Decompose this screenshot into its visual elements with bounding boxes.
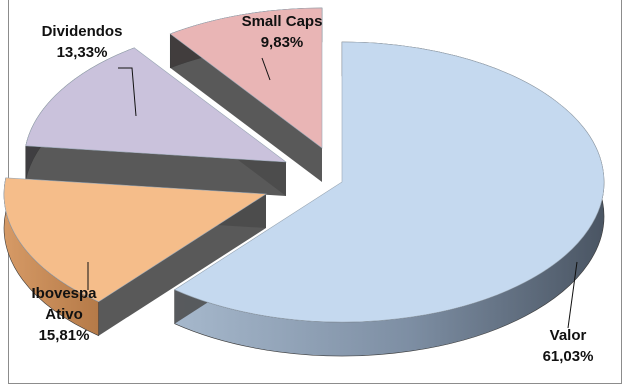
pie-slice-1 (173, 41, 605, 357)
pie-slice-top (3, 177, 267, 303)
pie-slice-2 (3, 177, 267, 337)
slice-value: 15,81% (39, 327, 90, 344)
leader-line (261, 57, 271, 81)
pie-slice-top (173, 41, 605, 323)
pie-slice-wall (170, 33, 322, 182)
slice-value: 13,33% (57, 44, 108, 61)
slice-name: Valor (550, 327, 587, 344)
slice-label: Ibovespa Ativo 15,81% (31, 285, 97, 344)
slice-name: Ativo (45, 306, 83, 323)
slice-labels: Valor 61,03% Ibovespa Ativo 15,81% Dividendos… (31, 13, 593, 365)
slice-name: Ibovespa (31, 285, 97, 302)
leader-lines (87, 57, 578, 329)
pie-slices (3, 7, 605, 357)
pie-slice-top (25, 47, 287, 163)
pie-slice-top (169, 7, 323, 149)
slice-name: Dividendos (42, 23, 123, 40)
slice-label: Small Caps 9,83% (242, 13, 323, 51)
slice-label: Dividendos 13,33% (42, 23, 123, 61)
slice-value: 61,03% (543, 348, 594, 365)
pie-slice-wall (98, 194, 266, 336)
slice-name: Small Caps (242, 13, 323, 30)
pie-slice-4 (169, 7, 323, 182)
slice-label: Valor 61,03% (543, 327, 594, 365)
pie-slice-3 (25, 47, 287, 196)
leader-line (567, 261, 578, 329)
leader-line (118, 67, 137, 117)
slice-value: 9,83% (261, 34, 304, 51)
